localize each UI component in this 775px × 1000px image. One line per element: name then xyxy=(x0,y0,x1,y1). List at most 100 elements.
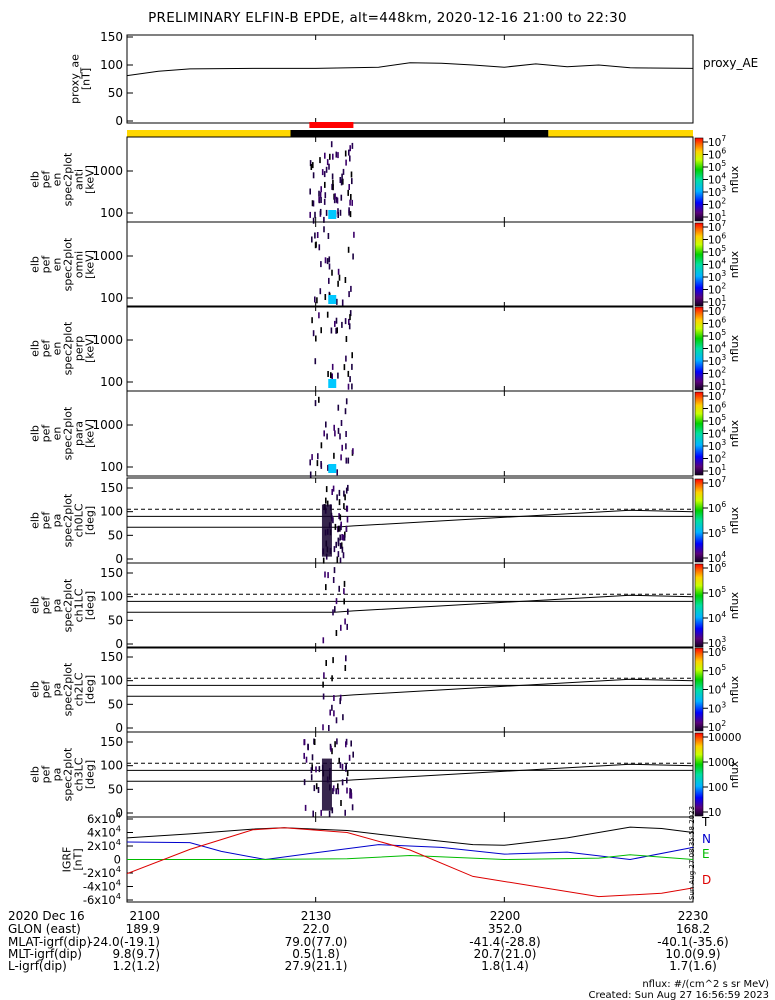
pitch-panel-0-colorbar-label-3: 107 xyxy=(708,475,726,490)
pitch-panel-1-pixel-1 xyxy=(334,606,336,613)
energy-panel-0-pixel-34 xyxy=(309,160,312,167)
pitch-panel-1-loss-cone-line xyxy=(127,594,694,613)
energy-panel-3-colorbar-label-3: 104 xyxy=(708,426,726,441)
energy-panel-2-colorbar-label-6: 107 xyxy=(708,303,726,318)
pitch-panel-3-pixel-3 xyxy=(318,766,321,773)
energy-panel-0-ylabel-2: en xyxy=(51,173,64,187)
energy-panel-2-pixel-21 xyxy=(349,376,351,383)
energy-panel-2-pixel-10 xyxy=(351,352,353,359)
energy-panel-0-colorbar-label-4: 105 xyxy=(708,159,726,174)
pitch-panel-0-pixel-26 xyxy=(337,525,340,532)
energy-panel-2-ylabel-4: perp xyxy=(73,336,86,361)
pitch-panel-2-pixel-17 xyxy=(323,672,325,679)
energy-panel-2-pixel-24 xyxy=(312,330,315,337)
ephemeris-row-0-value-2: 2200 xyxy=(490,909,521,923)
pitch-panel-0-pixel-25 xyxy=(339,525,341,532)
pitch-panel-3-pixel-50 xyxy=(315,783,318,790)
energy-panel-0-pixel-7 xyxy=(344,150,347,157)
pitch-panel-2-ytick-label-0: 0 xyxy=(115,721,123,735)
pitch-panel-0-ylabel-0: elb xyxy=(29,512,42,529)
ephemeris-row-3-value-2: 20.7(21.0) xyxy=(474,947,537,961)
energy-panel-0-colorbar-label-2: 103 xyxy=(708,184,726,199)
pitch-panel-1-ytick-label-0: 0 xyxy=(115,637,123,651)
energy-panel-1-pixel-15 xyxy=(350,285,352,292)
pitch-panel-0-pixel-12 xyxy=(340,542,343,549)
pitch-panel-2-pixel-8 xyxy=(335,717,338,724)
energy-panel-3-pixel-24 xyxy=(318,396,320,403)
pitch-panel-3-ytick-label-2: 100 xyxy=(100,759,123,773)
pitch-panel-0 xyxy=(126,477,694,564)
pitch-panel-3-pixel-40 xyxy=(352,751,354,758)
pitch-panel-2-pixel-14 xyxy=(342,714,344,721)
pitch-panel-0-pixel-47 xyxy=(322,557,325,564)
pitch-panel-2-colorbar-label-0: 102 xyxy=(708,719,726,734)
energy-panel-0-pixel-26 xyxy=(323,171,326,178)
ephemeris-row-label-1: GLON (east) xyxy=(8,922,81,936)
energy-panel-2-pixel-29 xyxy=(311,317,313,324)
energy-panel-1-pixel-13 xyxy=(323,226,325,233)
pitch-panel-0-pixel-42 xyxy=(338,499,341,506)
pitch-panel-3-pixel-4 xyxy=(303,752,305,759)
pitch-panel-1-pixel-5 xyxy=(322,637,325,644)
energy-panel-1-ylabel-1: pef xyxy=(40,255,53,274)
pitch-panel-3-pixel-20 xyxy=(340,800,342,806)
energy-panel-0-pixel-6 xyxy=(339,177,342,183)
pitch-panel-0-pixel-57 xyxy=(346,516,349,523)
pitch-panel-3-pixel-16 xyxy=(310,767,313,774)
energy-panel-1-colorbar-label-4: 105 xyxy=(708,244,726,259)
energy-panel-1-pixel-2 xyxy=(336,298,338,305)
pitch-panel-2-colorbar-label-2: 104 xyxy=(708,682,726,697)
energy-panel-2-colorbar-label-4: 105 xyxy=(708,328,726,343)
energy-panel-0-pixel-58 xyxy=(331,183,333,190)
pitch-panel-3-pixel-54 xyxy=(330,745,332,752)
energy-panel-1-pixel-6 xyxy=(326,258,329,265)
energy-panel-3-pixel-17 xyxy=(339,433,341,440)
energy-panel-3-colorbar xyxy=(694,391,704,476)
energy-panel-2-pixel-6 xyxy=(351,363,353,370)
energy-panel-1-pixel-11 xyxy=(337,268,340,275)
pitch-panel-0-ylabel-2: pa xyxy=(51,514,64,528)
energy-panel-1-pixel-23 xyxy=(352,253,354,260)
energy-panel-0-pixel-39 xyxy=(330,141,333,148)
energy-panel-0-pixel-29 xyxy=(312,217,315,224)
energy-panel-0-pixel-18 xyxy=(332,153,334,160)
pitch-panel-1-pixel-12 xyxy=(340,624,342,631)
pitch-panel-0-pixel-7 xyxy=(331,489,333,495)
pitch-panel-2-pixel-2 xyxy=(344,665,347,671)
pitch-panel-1-ylabel-1: pef xyxy=(40,596,53,615)
pitch-panel-3-pixel-57 xyxy=(311,754,314,761)
pitch-panel-1-colorbar-label-0: 103 xyxy=(708,635,726,650)
ephemeris-row-3-value-1: 0.5(1.8) xyxy=(292,947,340,961)
energy-panel-0-pixel-12 xyxy=(328,163,330,170)
energy-panel-0-pixel-44 xyxy=(311,200,314,207)
pitch-panel-3-pixel-56 xyxy=(345,763,347,770)
ephemeris-row-1-value-3: 168.2 xyxy=(676,922,710,936)
pitch-panel-0-pixel-38 xyxy=(333,546,336,553)
energy-panel-2-pixel-20 xyxy=(347,370,350,377)
pitch-panel-3-colorbar-title: nflux xyxy=(728,760,741,788)
pitch-panel-0-ylabel-1: pef xyxy=(40,511,53,530)
energy-panel-3-pixel-12 xyxy=(337,427,340,434)
energy-panel-3-ylabel-3: spec2plot xyxy=(62,406,75,460)
energy-panel-3-ytick-label-1: 1000 xyxy=(92,418,123,432)
energy-panel-0-pixel-41 xyxy=(349,155,351,162)
pitch-panel-0-pixel-4 xyxy=(344,531,346,538)
pitch-panel-0-pixel-23 xyxy=(339,534,341,541)
pitch-panel-3-pixel-55 xyxy=(315,766,317,773)
energy-panel-3-pixel-21 xyxy=(316,460,319,467)
footer-created: Created: Sun Aug 27 16:56:59 2023 xyxy=(589,990,769,1000)
pitch-panel-1-pixel-10 xyxy=(325,584,327,591)
ephemeris-row-4-value-0: 1.2(1.2) xyxy=(112,959,160,973)
ephemeris-row-2-value-2: -41.4(-28.8) xyxy=(469,935,540,949)
energy-panel-0-pixel-63 xyxy=(310,164,313,170)
pitch-panel-1-pixel-8 xyxy=(333,567,336,574)
energy-panel-1-pixel-0 xyxy=(311,236,313,243)
energy-panel-1-pixel-31 xyxy=(328,256,331,263)
pitch-panel-3-pixel-19 xyxy=(320,809,322,816)
pitch-panel-1-colorbar xyxy=(694,563,704,648)
pitch-panel-0-ylabel-4: ch0LC xyxy=(73,503,86,537)
pitch-panel-3-pixel-39 xyxy=(303,739,306,746)
pitch-panel-3-pixel-41 xyxy=(313,739,316,745)
igrf-ytick-label-6: 6x104 xyxy=(87,810,121,826)
energy-panel-3-colorbar-title: nflux xyxy=(728,419,741,447)
